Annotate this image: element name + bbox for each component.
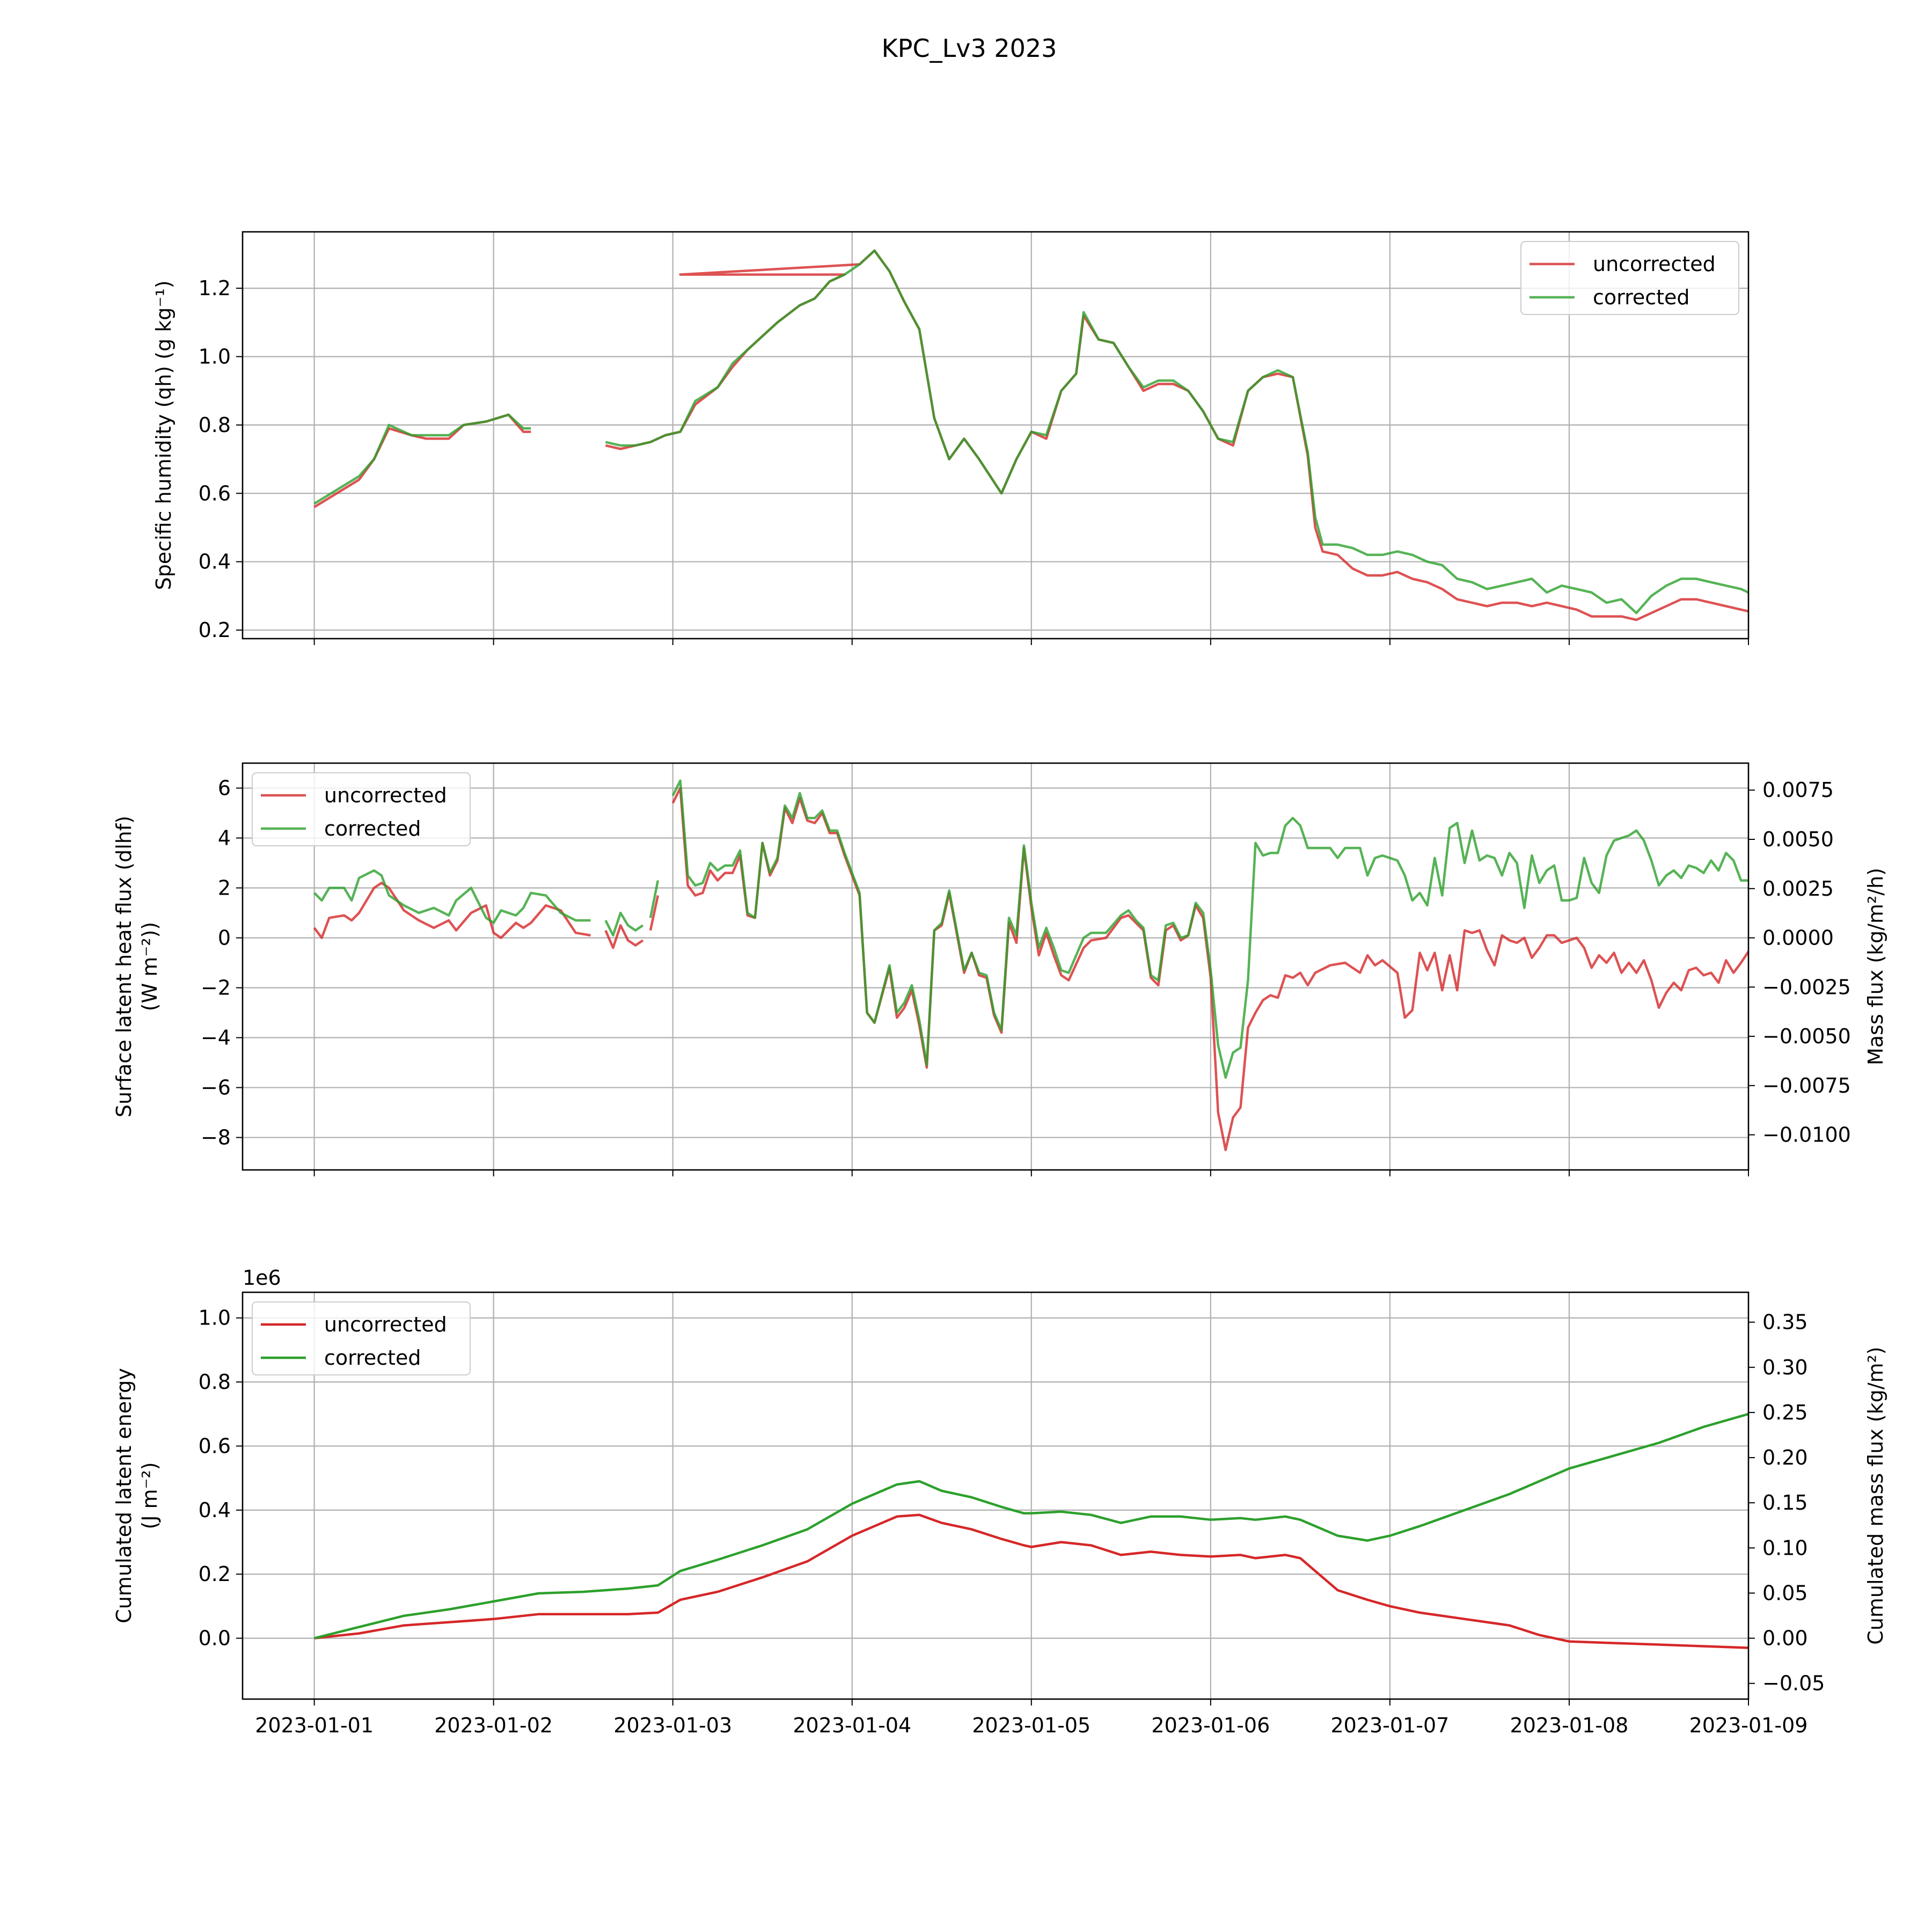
- y-tick-label: 0.4: [199, 550, 231, 574]
- y-tick-label: 0.6: [199, 481, 231, 505]
- legend-label: corrected: [324, 817, 421, 840]
- y2-tick-label: 0.0050: [1762, 828, 1834, 851]
- y2-tick-label: 0.10: [1762, 1536, 1808, 1560]
- y-tick-label: 0.2: [199, 618, 231, 642]
- y-tick-label: 1.0: [199, 345, 231, 368]
- legend-label: uncorrected: [324, 1313, 447, 1336]
- y2-tick-label: −0.05: [1762, 1672, 1825, 1695]
- y-tick-label: 6: [218, 777, 231, 800]
- x-tick-label: 2023-01-03: [613, 1714, 732, 1737]
- y2-axis-title: Cumulated mass flux (kg/m²): [1864, 1346, 1887, 1644]
- series-line-uncorrected: [314, 1513, 1748, 1649]
- x-tick-label: 2023-01-04: [793, 1714, 911, 1737]
- plot-frame: [241, 762, 1750, 1171]
- y2-axis-title: Mass flux (kg/m²/h): [1864, 868, 1887, 1065]
- figure-title: KPC_Lv3 2023: [882, 34, 1057, 63]
- x-tick-label: 2023-01-02: [434, 1714, 553, 1737]
- series-line-corrected: [314, 1413, 1748, 1640]
- y2-tick-label: −0.0100: [1762, 1123, 1851, 1147]
- y-axis-title: Cumulated latent energy: [112, 1368, 136, 1623]
- y-axis-title: Specific humidity (qh) (g kg⁻¹): [152, 280, 175, 590]
- legend: uncorrected corrected: [1520, 241, 1739, 315]
- y2-tick-label: 0.00: [1762, 1627, 1808, 1650]
- y2-tick-label: 0.30: [1762, 1356, 1808, 1379]
- y-tick-label: 2: [218, 876, 231, 900]
- y2-tick-label: 0.20: [1762, 1446, 1808, 1469]
- series-line-corrected: [313, 779, 1748, 1079]
- y-tick-label: 0.6: [199, 1434, 231, 1458]
- x-tick-label: 2023-01-05: [972, 1714, 1091, 1737]
- legend-box: [1520, 241, 1739, 315]
- legend: uncorrected corrected: [252, 772, 471, 846]
- y-tick-label: −8: [201, 1126, 231, 1150]
- y-axis-title: (W m⁻²)): [138, 922, 162, 1011]
- y2-tick-label: 0.35: [1762, 1311, 1808, 1334]
- y2-tick-label: −0.0075: [1762, 1074, 1851, 1097]
- series-line-corrected: [313, 249, 1748, 614]
- x-tick-label: 2023-01-06: [1151, 1714, 1270, 1737]
- y2-tick-label: −0.0050: [1762, 1024, 1851, 1048]
- y-tick-label: 0.0: [199, 1627, 231, 1650]
- y2-tick-label: 0.0075: [1762, 778, 1834, 802]
- y-tick-label: 1.2: [199, 276, 231, 300]
- y-tick-label: 0.4: [199, 1498, 231, 1522]
- plot-frame: [241, 1291, 1750, 1700]
- x-tick-label: 2023-01-09: [1689, 1714, 1808, 1737]
- panels: 0.2 0.4 0.6 0.8 1.0 1.2 Specific humidity (qh)…: [112, 231, 1887, 1737]
- legend: uncorrected corrected: [252, 1301, 471, 1375]
- plot-frame: [241, 231, 1750, 640]
- y2-tick-label: 0.05: [1762, 1581, 1808, 1605]
- y2-tick-label: 0.25: [1762, 1401, 1808, 1424]
- y2-tick-label: 0.15: [1762, 1491, 1808, 1514]
- y-axis-title: Surface latent heat flux (dlhf): [112, 816, 136, 1117]
- y-tick-label: −4: [201, 1026, 231, 1050]
- x-tick-label: 2023-01-08: [1510, 1714, 1629, 1737]
- y-tick-label: 4: [218, 826, 231, 850]
- legend-label: corrected: [1593, 286, 1690, 309]
- y-offset-text: 1e6: [243, 1266, 281, 1290]
- y-tick-label: 1.0: [199, 1306, 231, 1330]
- panel-3: 2023-01-01 2023-01-02 2023-01-03 2023-01-04…: [112, 1266, 1887, 1737]
- y2-tick-label: 0.0025: [1762, 877, 1834, 901]
- y-tick-label: 0: [218, 926, 231, 950]
- x-tick-label: 2023-01-01: [255, 1714, 374, 1737]
- y-tick-label: 0.8: [199, 413, 231, 437]
- legend-label: uncorrected: [324, 784, 447, 807]
- y-tick-label: −2: [201, 976, 231, 1000]
- y2-tick-label: −0.0025: [1762, 975, 1851, 999]
- y-tick-label: 0.2: [199, 1562, 231, 1586]
- legend-label: corrected: [324, 1346, 421, 1370]
- y-tick-label: 0.8: [199, 1370, 231, 1394]
- y-axis-title: (J m⁻²): [138, 1462, 162, 1529]
- y2-tick-label: 0.0000: [1762, 926, 1834, 950]
- legend-label: uncorrected: [1593, 252, 1716, 276]
- series-line-uncorrected: [313, 787, 1748, 1152]
- panel-1: 0.2 0.4 0.6 0.8 1.0 1.2 Specific humidity (qh)…: [152, 231, 1750, 645]
- y-tick-label: −6: [201, 1076, 231, 1100]
- legend-box: [252, 1301, 471, 1375]
- x-tick-label: 2023-01-07: [1330, 1714, 1449, 1737]
- panel-2: −8 −6 −4 −2 0 2 4 6 −0.0100 −0.0075 −0.0050 −0.0025…: [112, 762, 1887, 1176]
- legend-box: [252, 772, 471, 846]
